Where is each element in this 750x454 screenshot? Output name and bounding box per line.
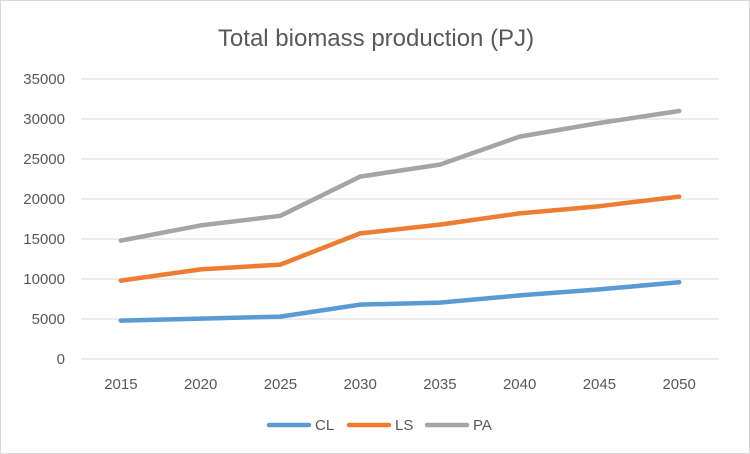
chart-title: Total biomass production (PJ) [218,25,534,52]
series-lines [118,108,682,323]
y-tick-label: 10000 [23,271,65,288]
data-point-cl [198,316,203,321]
data-point-ls [597,204,602,209]
data-point-cl [278,314,283,319]
data-point-ls [118,278,124,283]
x-tick-label: 2025 [264,376,297,393]
data-point-pa [676,108,682,114]
x-tick-label: 2030 [343,376,376,393]
y-tick-label: 35000 [23,71,65,88]
x-tick-label: 2045 [583,376,616,393]
data-point-ls [278,262,283,267]
data-point-ls [437,222,443,227]
y-tick-label: 5000 [32,311,65,328]
data-point-pa [198,223,203,228]
legend-label-ls: LS [395,417,413,434]
data-point-ls [198,267,203,272]
data-point-ls [357,231,363,236]
data-point-pa [278,213,283,218]
y-tick-label: 0 [57,351,65,368]
x-tick-label: 2040 [503,376,536,393]
data-point-pa [597,120,602,126]
y-tick-label: 25000 [23,151,65,168]
data-point-pa [517,134,522,139]
data-point-pa [437,162,443,167]
data-point-cl [118,318,124,323]
legend-label-cl: CL [315,417,334,434]
data-point-ls [676,194,682,199]
data-point-cl [437,300,443,305]
y-tick-label: 30000 [23,111,65,128]
series-line-cl [118,279,682,323]
data-point-pa [357,174,363,179]
series-line-ls [118,194,682,283]
data-point-ls [517,211,522,216]
data-point-pa [118,238,124,243]
data-point-cl [597,287,602,292]
legend: CL LS PA [266,417,492,434]
data-point-cl [357,302,363,307]
y-tick-label: 15000 [23,231,65,248]
y-tick-label: 20000 [23,191,65,208]
data-point-cl [676,280,682,285]
data-point-cl [517,293,522,298]
x-tick-label: 2015 [104,376,137,393]
series-line-pa [118,108,682,243]
x-axis-ticks: 2015 2020 2025 2030 2035 2040 2045 2050 [104,376,696,393]
y-axis-ticks: 0 5000 10000 15000 20000 25000 30000 35000 [23,71,65,368]
x-tick-label: 2020 [184,376,217,393]
legend-label-pa: PA [473,417,492,434]
x-tick-label: 2035 [423,376,456,393]
x-tick-label: 2050 [662,376,695,393]
